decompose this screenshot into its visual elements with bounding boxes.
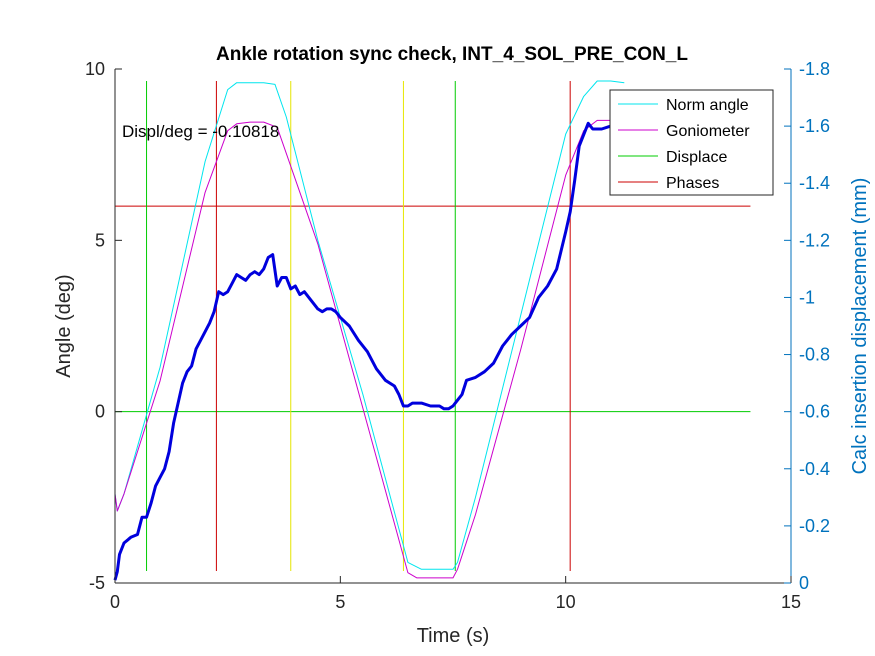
y-tick-label-right: -1.2 <box>799 230 830 250</box>
axes <box>114 68 792 584</box>
legend-label: Norm angle <box>666 97 749 114</box>
y-tick-label-left: 0 <box>95 402 105 422</box>
legend-box <box>609 89 774 196</box>
y-tick-label-left: 10 <box>85 59 105 79</box>
y-tick-label-right: 0 <box>799 573 809 593</box>
legend-label: Displace <box>666 149 727 166</box>
y-tick-label-right: -0.8 <box>799 345 830 365</box>
x-axis-label: Time (s) <box>417 625 490 647</box>
plot-lines <box>113 80 751 581</box>
y-tick-label-right: -1.8 <box>799 59 830 79</box>
y-tick-label-right: -0.6 <box>799 402 830 422</box>
y-tick-label-right: -1.4 <box>799 173 830 193</box>
x-tick-label: 10 <box>556 592 576 612</box>
x-tick-label: 5 <box>335 592 345 612</box>
legend: Norm angle Goniometer Displace Phases <box>609 89 774 196</box>
displacement-curve-line <box>113 121 612 581</box>
y-tick-label-right: -0.4 <box>799 459 830 479</box>
y-tick-label-right: -1.6 <box>799 116 830 136</box>
y-tick-label-right: -1 <box>799 287 815 307</box>
goniometer-line <box>114 119 625 579</box>
chart-title: Ankle rotation sync check, INT_4_SOL_PRE… <box>216 44 688 65</box>
y-tick-label-right: -0.2 <box>799 516 830 536</box>
tick-labels: 0 5 10 15-505100-0.2-0.4-0.6-0.8-1-1.2-1.4-… <box>85 59 830 612</box>
x-tick-label: 15 <box>781 592 801 612</box>
y-tick-label-left: 5 <box>95 230 105 250</box>
displacement-ratio-annotation: Displ/deg = -0.10818 <box>122 122 279 141</box>
legend-label: Phases <box>666 175 719 192</box>
y-tick-label-left: -5 <box>89 573 105 593</box>
y-axis-label-left: Angle (deg) <box>53 274 75 377</box>
legend-label: Goniometer <box>666 123 750 140</box>
y-axis-label-right: Calc insertion displacement (mm) <box>849 178 871 475</box>
x-tick-label: 0 <box>110 592 120 612</box>
